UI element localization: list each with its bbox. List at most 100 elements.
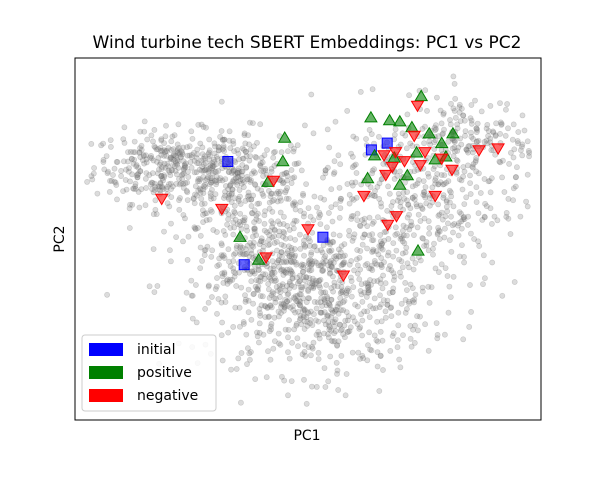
background-point — [269, 220, 276, 227]
background-point — [364, 260, 371, 267]
background-point — [419, 206, 426, 212]
background-point — [240, 319, 247, 325]
background-point — [269, 223, 275, 230]
background-point — [314, 247, 320, 254]
background-point — [276, 263, 282, 270]
background-point — [502, 106, 509, 113]
background-point — [243, 148, 249, 155]
background-point — [200, 219, 206, 225]
background-point — [394, 197, 401, 204]
background-point — [481, 138, 488, 145]
background-point — [230, 323, 237, 330]
background-point — [440, 110, 447, 116]
background-point — [157, 180, 164, 187]
point-negative — [418, 147, 432, 159]
point-positive — [382, 113, 397, 126]
background-point — [369, 237, 375, 244]
background-point — [127, 148, 134, 155]
background-point — [270, 263, 277, 269]
point-positive — [400, 168, 415, 181]
background-point — [398, 258, 405, 265]
background-point — [155, 154, 162, 161]
background-point — [409, 194, 416, 201]
background-point — [280, 233, 286, 240]
background-point — [285, 243, 292, 250]
background-point — [215, 168, 222, 174]
background-point — [243, 331, 250, 338]
background-point — [188, 151, 195, 158]
background-point — [366, 214, 373, 221]
background-point — [439, 131, 446, 138]
background-point — [159, 184, 166, 191]
background-point — [404, 214, 411, 221]
background-point — [252, 169, 258, 176]
background-point — [271, 314, 278, 321]
background-point — [267, 275, 274, 282]
background-point — [378, 318, 385, 325]
background-point — [174, 157, 181, 164]
background-point — [206, 156, 212, 162]
background-point — [399, 250, 406, 257]
background-point — [125, 168, 132, 175]
background-point — [280, 221, 287, 227]
background-point — [360, 234, 366, 241]
background-point — [241, 132, 248, 138]
background-point — [160, 186, 167, 192]
background-point — [296, 297, 303, 304]
background-point — [211, 150, 218, 157]
background-point — [322, 384, 329, 390]
background-point — [438, 209, 445, 216]
background-point — [100, 140, 106, 147]
background-point — [460, 216, 466, 223]
background-point — [374, 349, 381, 355]
background-point — [276, 340, 282, 347]
background-point — [203, 210, 210, 217]
background-point — [460, 336, 467, 343]
background-point — [210, 195, 217, 202]
point-negative — [413, 160, 428, 172]
background-point — [291, 295, 298, 302]
background-point — [422, 321, 428, 328]
background-point — [378, 244, 385, 251]
background-point — [409, 142, 416, 149]
background-point — [283, 258, 289, 264]
background-point — [269, 198, 276, 205]
background-point — [317, 211, 324, 218]
background-point — [232, 216, 239, 223]
background-point — [300, 190, 306, 197]
background-point — [137, 168, 144, 174]
background-point — [369, 220, 376, 227]
background-point — [201, 167, 208, 174]
background-point — [262, 271, 269, 278]
background-point — [247, 239, 253, 246]
background-point — [170, 152, 177, 159]
background-point — [361, 231, 368, 238]
background-point — [337, 249, 344, 256]
background-point — [283, 266, 290, 273]
background-point — [194, 178, 201, 184]
background-point — [303, 274, 309, 280]
background-point — [201, 252, 208, 258]
background-point — [473, 125, 480, 132]
background-point — [377, 280, 384, 286]
background-point — [291, 161, 298, 167]
background-point — [350, 133, 357, 140]
background-point — [126, 165, 132, 171]
background-point — [215, 147, 222, 154]
background-point — [432, 180, 439, 187]
background-point — [303, 274, 310, 281]
background-point — [261, 275, 268, 282]
background-point — [307, 320, 313, 327]
background-point — [510, 197, 516, 204]
background-point — [185, 233, 192, 240]
background-point — [328, 306, 335, 313]
background-point — [283, 169, 290, 176]
background-point — [388, 267, 395, 274]
point-negative — [397, 156, 412, 168]
background-point — [402, 279, 409, 286]
background-point — [333, 253, 339, 259]
background-point — [133, 163, 140, 170]
background-point — [301, 306, 308, 313]
background-point — [499, 174, 505, 181]
background-point — [284, 177, 291, 184]
